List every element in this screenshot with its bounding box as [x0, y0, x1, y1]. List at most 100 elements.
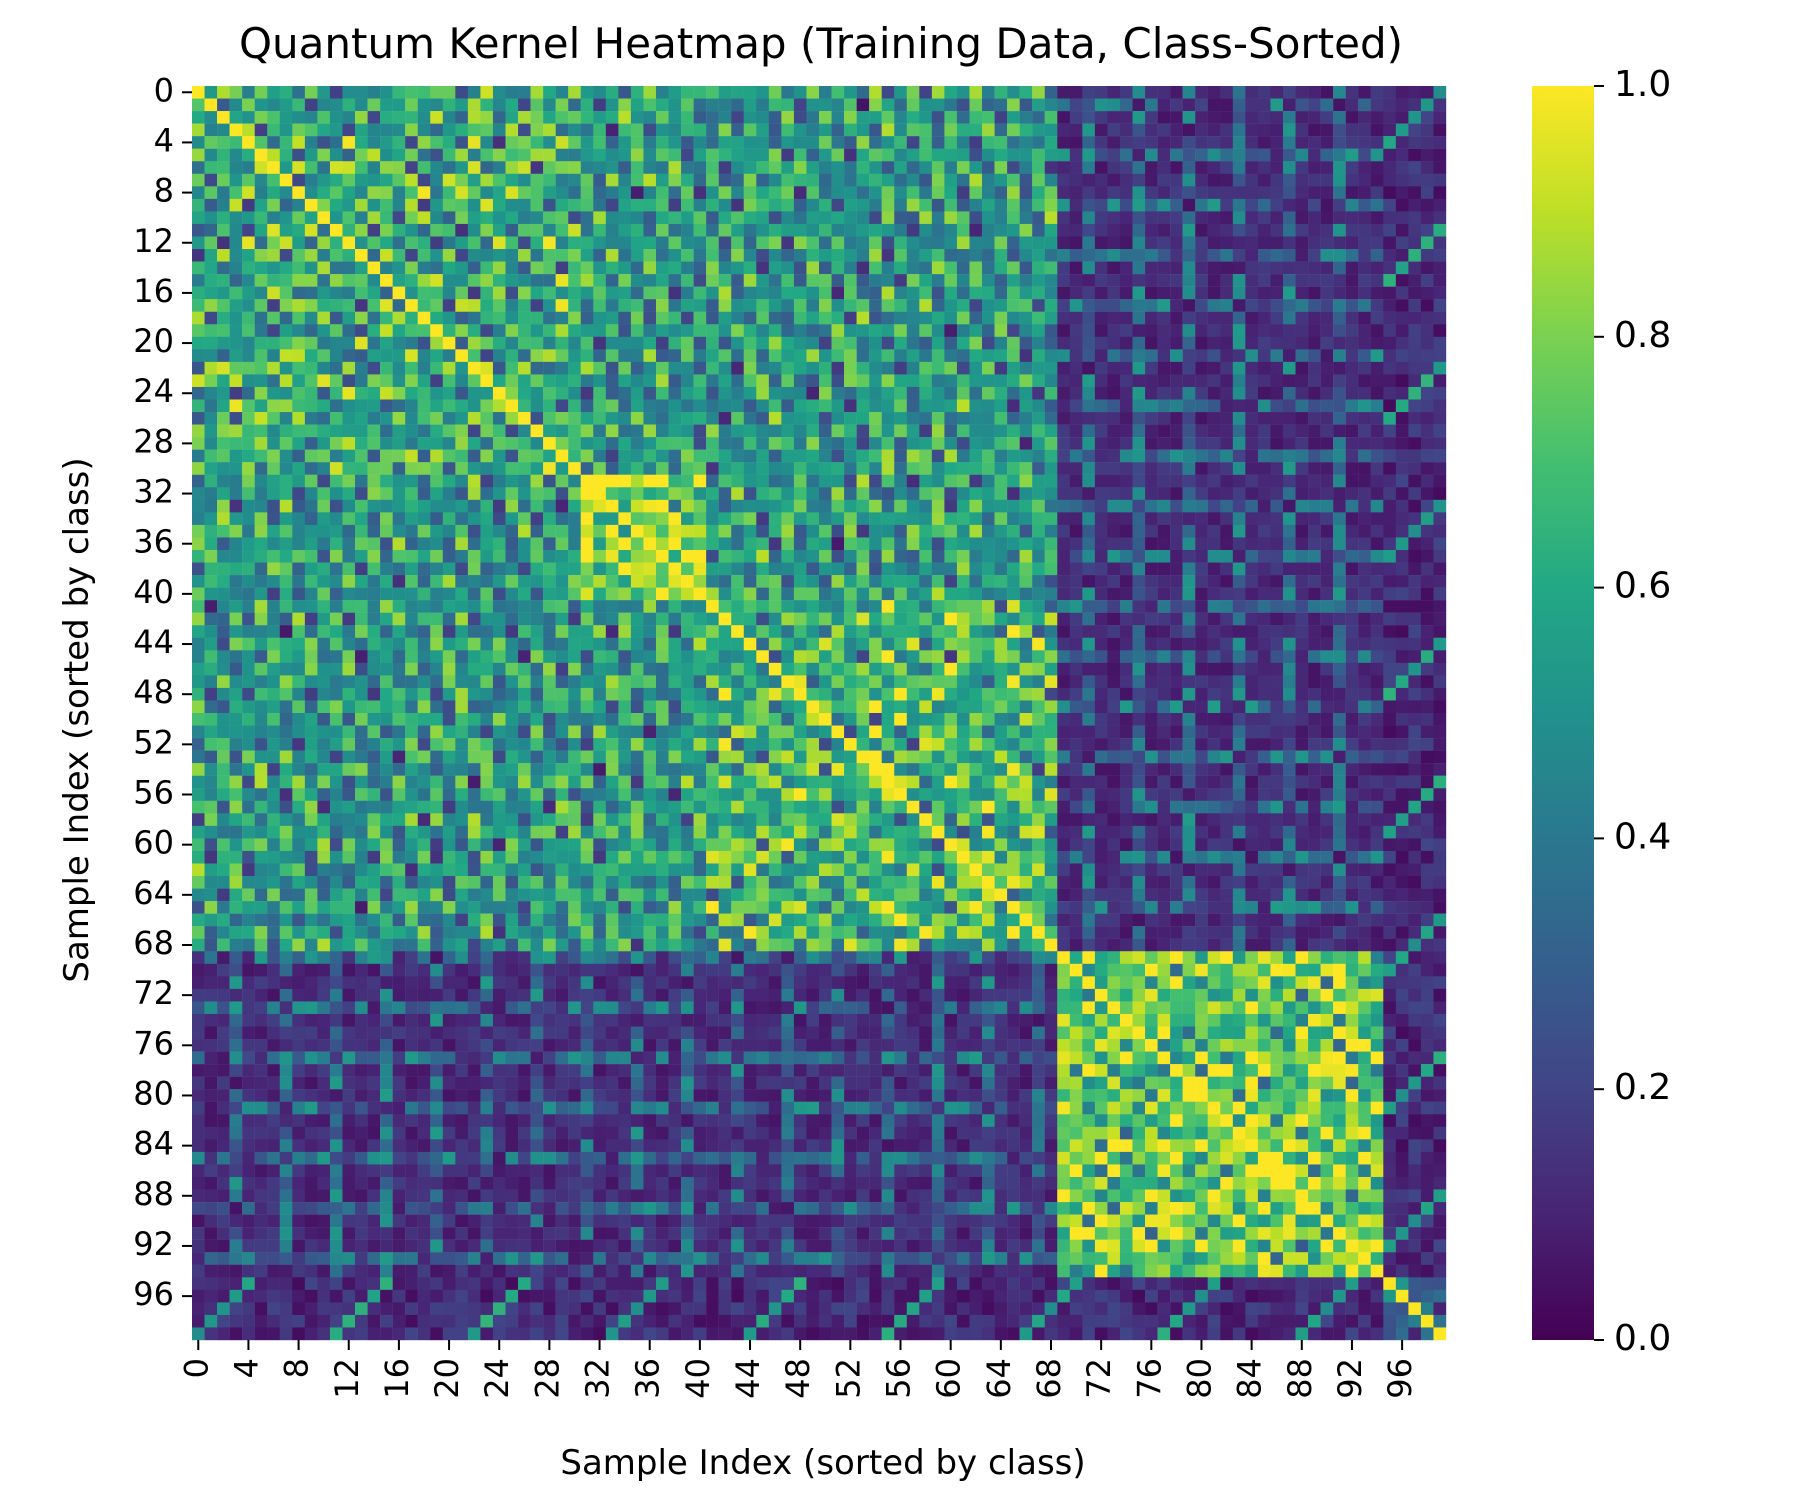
heatmap-cell — [969, 487, 983, 501]
heatmap-cell — [229, 299, 243, 312]
heatmap-cell — [1145, 637, 1158, 651]
heatmap-cell — [1170, 412, 1183, 425]
heatmap-cell — [844, 148, 857, 162]
heatmap-cell — [329, 324, 343, 337]
heatmap-cell — [267, 186, 280, 200]
heatmap-cell — [1119, 198, 1133, 212]
heatmap-cell — [844, 361, 857, 375]
heatmap-cell — [1170, 700, 1183, 714]
heatmap-cell — [731, 249, 744, 262]
heatmap-cell — [1207, 186, 1221, 200]
heatmap-cell — [355, 462, 368, 475]
heatmap-cell — [731, 612, 744, 626]
heatmap-cell — [1245, 625, 1259, 638]
heatmap-cell — [1282, 524, 1296, 538]
heatmap-cell — [706, 637, 719, 651]
heatmap-cell — [1370, 173, 1384, 187]
heatmap-cell — [430, 549, 443, 563]
heatmap-cell — [1182, 223, 1196, 237]
heatmap-cell — [1157, 462, 1171, 475]
heatmap-cell — [793, 512, 807, 526]
heatmap-cell — [1119, 625, 1133, 638]
heatmap-cell — [668, 399, 682, 413]
heatmap-cell — [793, 186, 807, 200]
heatmap-cell — [518, 437, 531, 450]
heatmap-cell — [1245, 223, 1259, 237]
heatmap-cell — [1333, 173, 1346, 187]
heatmap-cell — [1082, 274, 1096, 287]
heatmap-cell — [819, 549, 832, 563]
heatmap-cell — [931, 612, 945, 626]
heatmap-cell — [204, 687, 218, 701]
heatmap-cell — [329, 700, 343, 714]
heatmap-cell — [204, 186, 218, 200]
heatmap-cell — [1032, 148, 1045, 162]
heatmap-cell — [1044, 449, 1058, 463]
heatmap-cell — [693, 675, 707, 689]
heatmap-cell — [605, 249, 619, 262]
heatmap-cell — [1119, 324, 1133, 337]
heatmap-cell — [806, 274, 820, 287]
heatmap-cell — [254, 449, 268, 463]
heatmap-cell — [919, 249, 933, 262]
heatmap-cell — [229, 700, 243, 714]
heatmap-cell — [681, 562, 694, 576]
heatmap-cell — [518, 236, 531, 250]
heatmap-cell — [505, 336, 519, 350]
heatmap-cell — [367, 286, 381, 300]
heatmap-cell — [643, 374, 657, 388]
heatmap-cell — [731, 412, 744, 425]
heatmap-cell — [793, 424, 807, 438]
heatmap-cell — [405, 687, 418, 701]
heatmap-cell — [1420, 374, 1434, 388]
heatmap-cell — [304, 437, 318, 450]
heatmap-cell — [1007, 148, 1020, 162]
heatmap-cell — [906, 198, 920, 212]
heatmap-cell — [1119, 186, 1133, 200]
heatmap-cell — [279, 399, 293, 413]
heatmap-cell — [831, 286, 845, 300]
heatmap-cell — [1358, 173, 1371, 187]
heatmap-cell — [819, 161, 832, 174]
heatmap-cell — [1195, 512, 1208, 526]
heatmap-cell — [618, 462, 632, 475]
heatmap-cell — [543, 324, 556, 337]
heatmap-cell — [706, 512, 719, 526]
heatmap-cell — [530, 612, 544, 626]
heatmap-cell — [192, 662, 205, 676]
heatmap-cell — [969, 274, 983, 287]
heatmap-cell — [1145, 700, 1158, 714]
heatmap-cell — [994, 136, 1008, 149]
heatmap-cell — [229, 662, 243, 676]
heatmap-cell — [442, 512, 456, 526]
heatmap-cell — [1270, 462, 1284, 475]
heatmap-cell — [1032, 474, 1045, 488]
heatmap-cell — [1145, 537, 1158, 551]
heatmap-cell — [1232, 437, 1246, 450]
heatmap-cell — [731, 186, 744, 200]
heatmap-cell — [1195, 424, 1208, 438]
heatmap-cell — [1032, 173, 1045, 187]
heatmap-cell — [894, 198, 907, 212]
heatmap-cell — [242, 662, 255, 676]
heatmap-cell — [1333, 537, 1346, 551]
heatmap-cell — [919, 86, 933, 99]
heatmap-cell — [982, 575, 995, 588]
heatmap-cell — [593, 386, 607, 400]
heatmap-cell — [492, 349, 506, 363]
heatmap-cell — [1358, 650, 1371, 664]
heatmap-cell — [931, 637, 945, 651]
heatmap-cell — [417, 361, 431, 375]
heatmap-cell — [329, 612, 343, 626]
heatmap-cell — [643, 186, 657, 200]
heatmap-cell — [819, 186, 832, 200]
heatmap-cell — [355, 562, 368, 576]
heatmap-cell — [1170, 562, 1183, 576]
heatmap-cell — [1007, 286, 1020, 300]
heatmap-cell — [618, 161, 632, 174]
heatmap-cell — [279, 111, 293, 124]
heatmap-cell — [254, 336, 268, 350]
heatmap-cell — [944, 512, 958, 526]
heatmap-cell — [555, 98, 569, 112]
heatmap-cell — [568, 173, 581, 187]
